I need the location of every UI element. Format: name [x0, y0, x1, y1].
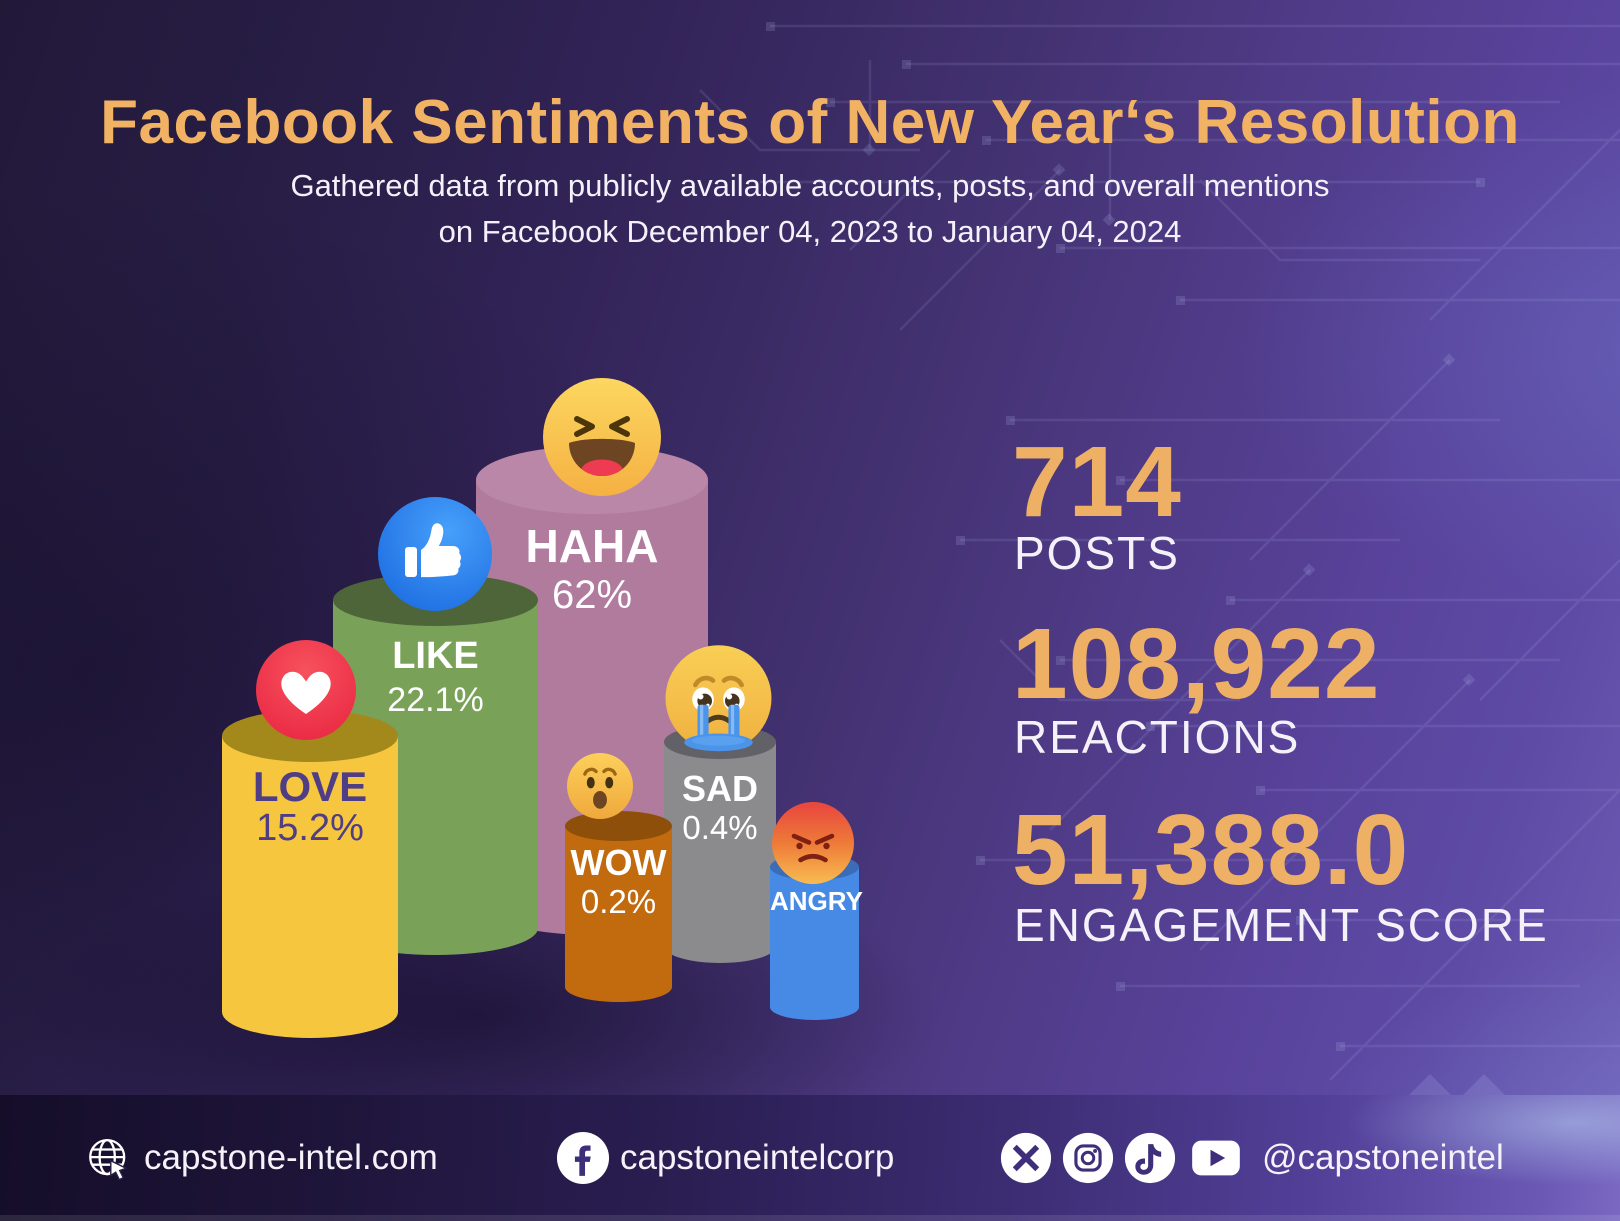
facebook-handle[interactable]: capstoneintelcorp: [620, 1138, 895, 1177]
footer-bar: capstone-intel.com capstoneintelcorp: [0, 1095, 1620, 1221]
angry-emoji-icon: [772, 802, 854, 884]
bar-label-like: LIKE: [392, 635, 479, 677]
bar-label-love: LOVE: [252, 763, 368, 810]
posts-count: 714: [1012, 426, 1182, 538]
instagram-icon[interactable]: [1062, 1132, 1114, 1184]
footer-social[interactable]: @capstoneintel: [1000, 1095, 1504, 1221]
engagement-score-label: ENGAGEMENT SCORE: [1014, 899, 1549, 951]
bar-label-haha: HAHA: [525, 520, 659, 572]
bar-value-sad: 0.4%: [682, 809, 758, 846]
subtitle-line-2: on Facebook December 04, 2023 to January…: [438, 214, 1182, 249]
bar-label-sad: SAD: [681, 768, 758, 809]
website-url[interactable]: capstone-intel.com: [144, 1138, 438, 1177]
sad-cylinder: [664, 742, 776, 963]
subtitle-line-1: Gathered data from publicly available ac…: [290, 168, 1330, 203]
reactions-count: 108,922: [1012, 608, 1381, 720]
bar-label-angry: ANGRY: [770, 886, 863, 916]
bar-value-haha: 62%: [551, 573, 633, 617]
sad-crying-emoji-icon: [665, 645, 772, 752]
like-thumbs-up-icon: [378, 497, 492, 611]
wow-emoji-icon: [567, 753, 633, 819]
posts-label: POSTS: [1014, 527, 1180, 579]
haha-emoji-icon: [543, 378, 661, 496]
bar-label-wow: WOW: [570, 842, 667, 883]
bar-value-like: 22.1%: [387, 681, 484, 719]
tiktok-icon[interactable]: [1124, 1132, 1176, 1184]
footer-facebook[interactable]: capstoneintelcorp: [556, 1095, 894, 1221]
reactions-label: REACTIONS: [1014, 711, 1301, 763]
engagement-score-value: 51,388.0: [1012, 794, 1410, 906]
x-twitter-icon[interactable]: [1000, 1132, 1052, 1184]
facebook-icon: [556, 1131, 610, 1185]
globe-website-icon: [89, 1138, 128, 1181]
bar-value-love: 15.2%: [256, 807, 364, 849]
bar-value-wow: 0.2%: [580, 883, 657, 920]
love-cylinder: [222, 736, 398, 1038]
footer-website[interactable]: capstone-intel.com: [84, 1095, 438, 1221]
wow-cylinder: [565, 826, 672, 1002]
youtube-icon[interactable]: [1186, 1136, 1246, 1180]
wow-cylinder-top: [565, 811, 672, 841]
social-handle[interactable]: @capstoneintel: [1262, 1138, 1504, 1177]
page-title: Facebook Sentiments of New Year‘s Resolu…: [100, 88, 1520, 157]
page-subtitle: Gathered data from publicly available ac…: [0, 163, 1620, 255]
love-heart-icon: [256, 640, 356, 740]
angry-cylinder: [770, 867, 859, 1020]
